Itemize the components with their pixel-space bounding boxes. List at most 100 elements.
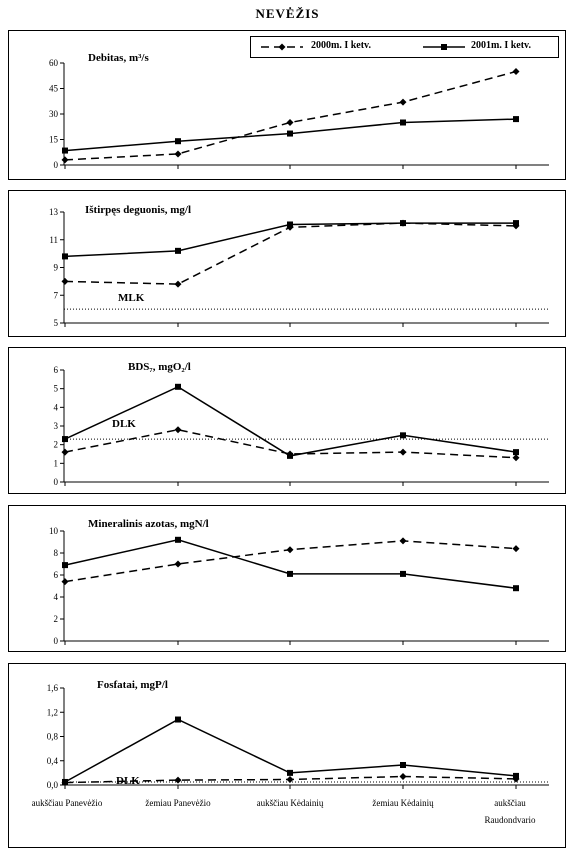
point-2000 <box>61 277 69 285</box>
point-2001 <box>287 452 293 459</box>
point-2000 <box>512 454 520 462</box>
category-label: Raudondvario <box>485 815 536 825</box>
point-2001 <box>400 432 406 439</box>
chart-panel-azotas <box>8 505 566 652</box>
legend-marker-2001 <box>441 44 447 50</box>
point-2000 <box>61 448 69 456</box>
category-label: aukščiau Panevėžio <box>32 798 103 808</box>
legend: 2000m. I ketv. 2001m. I ketv. <box>250 36 559 58</box>
y-tick-label: 10 <box>49 526 59 536</box>
y-tick-label: 5 <box>54 384 59 394</box>
point-2001 <box>513 449 519 456</box>
chart-deguonis: Ištirpęs deguonis, mg/l 5 7 9 11 13 MLK <box>49 204 549 328</box>
legend-label-2000: 2000m. I ketv. <box>311 40 371 51</box>
chart-bds: BDS₇, mgO₂/l 0 1 2 3 4 5 6 DLK <box>54 361 549 487</box>
y-tick-label: 1,2 <box>47 707 58 717</box>
point-2000 <box>174 150 182 158</box>
point-2001 <box>513 772 519 779</box>
point-2001 <box>175 247 181 254</box>
point-2000 <box>286 119 294 126</box>
chart-title: Fosfatai, mgP/l <box>97 679 168 691</box>
y-tick-label: 6 <box>54 365 59 375</box>
point-2000 <box>174 280 182 288</box>
category-label: žemiau Panevėžio <box>145 798 211 808</box>
point-2001 <box>62 778 68 785</box>
y-tick-label: 1 <box>54 458 59 468</box>
y-tick-label: 0 <box>54 160 59 170</box>
y-tick-label: 13 <box>49 207 59 217</box>
point-2001 <box>513 116 519 123</box>
chart-title: Debitas, m³/s <box>88 52 149 64</box>
page-title: NEVĖŽIS <box>255 6 320 21</box>
point-2001 <box>62 253 68 260</box>
point-2001 <box>175 716 181 723</box>
y-tick-label: 0,4 <box>47 756 59 766</box>
point-2001 <box>287 130 293 137</box>
point-2000 <box>61 578 69 586</box>
y-tick-label: 0 <box>54 477 59 487</box>
point-2001 <box>62 562 68 569</box>
point-2000 <box>286 776 294 784</box>
y-tick-label: 0 <box>54 636 59 646</box>
point-2001 <box>175 138 181 145</box>
chart-panel-deguonis <box>8 190 566 337</box>
point-2000 <box>399 773 407 781</box>
point-2001 <box>62 147 68 154</box>
y-tick-label: 7 <box>54 290 59 300</box>
point-2001 <box>513 585 519 592</box>
y-tick-label: 0,8 <box>47 732 59 742</box>
point-2001 <box>287 769 293 776</box>
category-label: žemiau Kėdainių <box>372 798 434 808</box>
point-2000 <box>399 98 407 106</box>
legend-label-2001: 2001m. I ketv. <box>471 40 531 51</box>
point-2001 <box>400 761 406 768</box>
point-2001 <box>513 220 519 227</box>
point-2001 <box>400 570 406 577</box>
y-tick-label: 2 <box>54 614 59 624</box>
point-2000 <box>512 545 520 553</box>
chart-panel-fosfatai <box>8 663 566 848</box>
point-2001 <box>175 383 181 390</box>
reference-label: MLK <box>118 292 145 304</box>
point-2000 <box>512 68 520 75</box>
legend-swatches <box>261 43 465 51</box>
chart-title: Mineralinis azotas, mgN/l <box>88 518 209 530</box>
chart-title: BDS₇, mgO₂/l <box>128 361 191 373</box>
y-tick-label: 3 <box>54 421 59 431</box>
point-2000 <box>174 776 182 784</box>
y-tick-label: 60 <box>49 58 59 68</box>
y-tick-label: 30 <box>49 109 59 119</box>
y-tick-label: 9 <box>54 263 59 273</box>
point-2001 <box>400 119 406 126</box>
y-tick-label: 2 <box>54 440 59 450</box>
legend-marker-2000 <box>278 43 286 51</box>
y-tick-label: 4 <box>54 592 59 602</box>
category-label: aukščiau Kėdainių <box>257 798 324 808</box>
point-2000 <box>61 156 69 164</box>
y-tick-label: 6 <box>54 570 59 580</box>
y-tick-label: 8 <box>54 548 59 558</box>
point-2001 <box>287 570 293 577</box>
point-2001 <box>62 436 68 443</box>
point-2001 <box>175 536 181 543</box>
point-2000 <box>399 448 407 456</box>
category-labels: aukščiau Panevėžio žemiau Panevėžio aukšči… <box>32 798 536 825</box>
y-tick-label: 5 <box>54 318 59 328</box>
point-2001 <box>287 221 293 228</box>
chart-panel-debitas <box>8 30 566 180</box>
series-line-2000 <box>64 70 517 161</box>
chart-title: Ištirpęs deguonis, mg/l <box>85 204 191 216</box>
chart-panel-bds <box>8 347 566 494</box>
point-2000 <box>286 546 294 554</box>
y-tick-label: 15 <box>49 135 59 145</box>
chart-azotas: Mineralinis azotas, mgN/l 0 2 4 6 8 10 <box>49 518 549 646</box>
point-2000 <box>399 537 407 545</box>
y-tick-label: 1,6 <box>47 683 59 693</box>
reference-label: DLK <box>116 775 140 787</box>
chart-fosfatai: Fosfatai, mgP/l 0,0 0,4 0,8 1,2 1,6 DLK <box>47 679 549 790</box>
y-tick-label: 0,0 <box>47 780 59 790</box>
category-label: aukščiau <box>494 798 526 808</box>
point-2000 <box>174 560 182 568</box>
y-tick-label: 45 <box>49 84 59 94</box>
